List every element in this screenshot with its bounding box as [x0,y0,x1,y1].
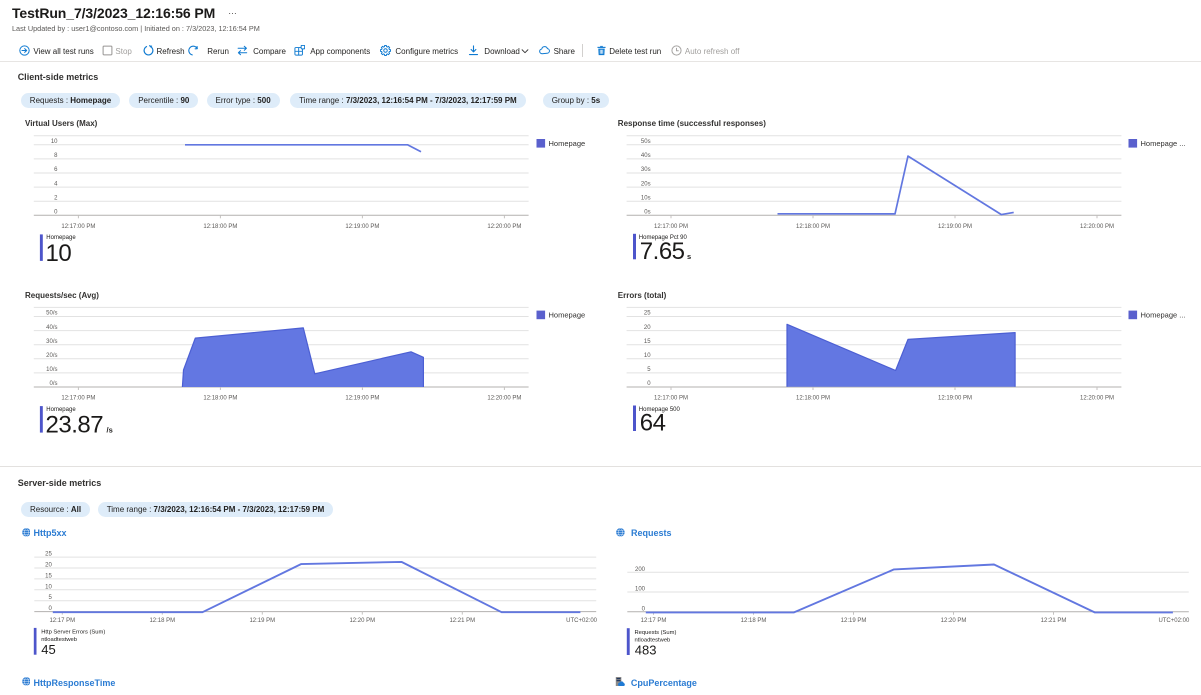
svg-text:10: 10 [46,240,72,267]
svg-text:25: 25 [644,311,651,317]
svg-text:40s: 40s [641,153,651,159]
svg-text:12:20 PM: 12:20 PM [941,618,967,624]
svg-text:12:17 PM: 12:17 PM [641,618,667,624]
svg-text:12:17:00 PM: 12:17:00 PM [61,396,95,402]
svg-text:Homepage: Homepage [549,311,586,320]
svg-text:30s: 30s [641,167,651,173]
svg-text:12:17:00 PM: 12:17:00 PM [61,224,95,230]
svg-text:25: 25 [45,552,52,558]
svg-text:12:17 PM: 12:17 PM [49,618,75,624]
svg-text:12:17:00 PM: 12:17:00 PM [654,396,688,402]
svg-text:45: 45 [41,642,55,657]
svg-text:10: 10 [644,353,651,359]
svg-text:20s: 20s [641,181,651,187]
svg-text:12:20:00 PM: 12:20:00 PM [1080,396,1114,402]
svg-text:Homepage ...: Homepage ... [1141,139,1186,148]
svg-text:ntloadtestweb: ntloadtestweb [635,637,671,643]
svg-text:12:19 PM: 12:19 PM [249,618,275,624]
svg-text:5: 5 [48,595,52,601]
svg-text:12:19:00 PM: 12:19:00 PM [345,224,379,230]
svg-text:12:19:00 PM: 12:19:00 PM [345,396,379,402]
svg-text:/s: /s [107,426,113,435]
svg-text:12:18:00 PM: 12:18:00 PM [796,396,830,402]
svg-text:6: 6 [54,167,58,173]
svg-text:10: 10 [45,584,52,590]
svg-text:10s: 10s [641,195,651,201]
svg-text:Homepage: Homepage [46,407,76,413]
svg-text:12:20 PM: 12:20 PM [349,618,375,624]
svg-text:50s: 50s [641,139,651,145]
svg-text:5: 5 [647,367,651,373]
svg-text:Homepage Pct 90: Homepage Pct 90 [639,235,688,241]
svg-text:20: 20 [644,325,651,331]
svg-text:40/s: 40/s [46,325,57,331]
svg-text:0: 0 [54,210,58,216]
svg-text:12:19:00 PM: 12:19:00 PM [938,396,972,402]
svg-text:2: 2 [54,195,58,201]
svg-text:UTC+02:00: UTC+02:00 [566,618,598,624]
svg-text:0/s: 0/s [49,381,57,387]
svg-text:Homepage: Homepage [46,235,76,241]
svg-text:12:21 PM: 12:21 PM [1041,618,1067,624]
svg-text:12:17:00 PM: 12:17:00 PM [654,224,688,230]
svg-text:12:18 PM: 12:18 PM [149,618,175,624]
svg-text:0: 0 [48,606,52,612]
svg-text:12:19 PM: 12:19 PM [841,618,867,624]
svg-text:15: 15 [644,339,651,345]
svg-text:200: 200 [635,567,646,573]
svg-text:100: 100 [635,587,646,593]
svg-text:15: 15 [45,573,52,579]
svg-text:483: 483 [635,642,657,657]
svg-text:50/s: 50/s [46,311,57,317]
svg-text:4: 4 [54,181,58,187]
svg-text:12:18:00 PM: 12:18:00 PM [203,224,237,230]
svg-text:ntloadtestweb: ntloadtestweb [41,637,77,643]
svg-text:Homepage ...: Homepage ... [1141,311,1186,320]
svg-text:12:18:00 PM: 12:18:00 PM [203,396,237,402]
svg-text:10/s: 10/s [46,367,57,373]
svg-text:23.87: 23.87 [46,412,104,439]
svg-text:7.65: 7.65 [640,238,685,265]
svg-text:8: 8 [54,153,58,159]
svg-text:12:21 PM: 12:21 PM [449,618,475,624]
svg-text:20: 20 [45,563,52,569]
svg-text:12:18 PM: 12:18 PM [741,618,767,624]
svg-text:12:20:00 PM: 12:20:00 PM [487,224,521,230]
svg-text:10: 10 [51,139,58,145]
svg-text:30/s: 30/s [46,339,57,345]
svg-text:Homepage 500: Homepage 500 [639,407,681,413]
svg-text:Homepage: Homepage [549,139,586,148]
svg-text:s: s [687,252,691,261]
svg-text:64: 64 [640,410,666,437]
svg-text:0s: 0s [644,210,650,216]
svg-text:0: 0 [647,381,651,387]
svg-text:0: 0 [642,606,646,612]
svg-text:12:19:00 PM: 12:19:00 PM [938,224,972,230]
svg-text:Requests (Sum): Requests (Sum) [635,630,677,636]
svg-text:UTC+02:00: UTC+02:00 [1158,618,1190,624]
svg-text:12:18:00 PM: 12:18:00 PM [796,224,830,230]
svg-text:Http Server Errors (Sum): Http Server Errors (Sum) [41,630,105,636]
svg-text:12:20:00 PM: 12:20:00 PM [1080,224,1114,230]
svg-text:20/s: 20/s [46,353,57,359]
svg-text:12:20:00 PM: 12:20:00 PM [487,396,521,402]
